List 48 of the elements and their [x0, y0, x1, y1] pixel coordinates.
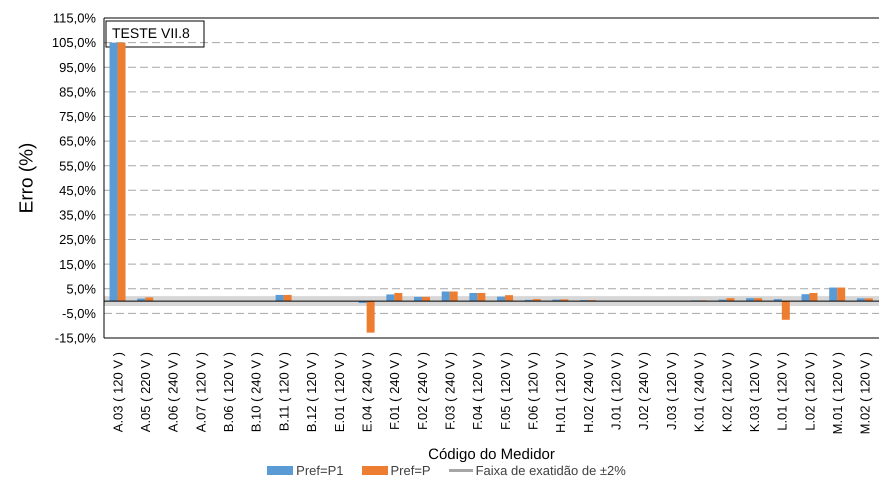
y-tick-label: 5,0%	[66, 281, 96, 296]
x-tick-label: F.06 ( 120 V )	[526, 352, 541, 430]
y-tick-label: 15,0%	[59, 256, 96, 272]
x-tick-label: A.07 ( 120 V )	[193, 352, 208, 432]
x-tick-label: L.01 ( 120 V )	[774, 352, 790, 431]
x-tick-label: H.02 ( 240 V )	[580, 352, 596, 433]
y-tick-label: 35,0%	[59, 208, 96, 223]
x-tick-label: H.01 ( 120 V )	[553, 352, 568, 433]
x-tick-label: F.03 ( 240 V )	[442, 352, 458, 430]
x-tick-label: E.01 ( 120 V )	[332, 352, 347, 432]
x-tick-label: B.06 ( 120 V )	[221, 352, 236, 432]
x-tick-label: B.12 ( 120 V )	[304, 352, 320, 432]
x-tick-label: A.05 ( 220 V )	[138, 352, 154, 432]
x-tick-label: F.01 ( 240 V )	[387, 352, 402, 430]
y-tick-label: -15,0%	[54, 330, 96, 346]
x-tick-label: F.04 ( 120 V )	[470, 352, 486, 430]
y-axis-title: Erro (%)	[16, 142, 38, 214]
text: TESTE VII.8	[112, 25, 190, 41]
x-tick-label: F.02 ( 240 V )	[414, 352, 430, 430]
x-tick-label: B.10 ( 240 V )	[248, 352, 264, 432]
x-tick-label: A.03 ( 120 V )	[110, 352, 126, 432]
y-tick-label: 45,0%	[59, 182, 96, 198]
legend-label: Pref=P1	[295, 463, 344, 478]
x-tick-label: K.01 ( 240 V )	[692, 352, 707, 432]
x-axis-title: Código do Medidor	[428, 446, 555, 463]
x-tick-label: J.02 ( 240 V )	[636, 352, 652, 430]
x-tick-label: E.04 ( 240 V )	[359, 352, 374, 432]
x-tick-label: L.02 ( 120 V )	[802, 352, 818, 431]
y-tick-label: 65,0%	[59, 134, 96, 149]
x-tick-label: J.03 ( 120 V )	[664, 352, 679, 430]
x-tick-label: M.01 ( 120 V )	[830, 352, 845, 434]
y-tick-label: 25,0%	[59, 232, 96, 248]
x-tick-label: A.06 ( 240 V )	[166, 352, 181, 432]
y-tick-label: 105,0%	[52, 35, 96, 50]
y-tick-label: 95,0%	[59, 60, 96, 75]
y-tick-label: -5,0%	[62, 306, 96, 321]
x-tick-label: J.01 ( 120 V )	[608, 352, 624, 430]
x-tick-label: M.02 ( 120 V )	[858, 352, 873, 434]
y-tick-label: 115,0%	[52, 10, 96, 26]
y-tick-label: 75,0%	[59, 109, 96, 124]
legend-label: Pref=P	[390, 463, 431, 478]
legend-label: Faixa de exatidão de ±2%	[474, 463, 626, 478]
y-tick-label: 85,0%	[59, 84, 96, 100]
x-tick-label: F.05 ( 120 V )	[498, 352, 513, 430]
x-tick-label: K.02 ( 120 V )	[719, 352, 734, 432]
y-tick-label: 55,0%	[59, 158, 96, 174]
x-tick-label: B.11 ( 120 V )	[276, 352, 292, 432]
x-tick-label: K.03 ( 120 V )	[746, 352, 762, 432]
